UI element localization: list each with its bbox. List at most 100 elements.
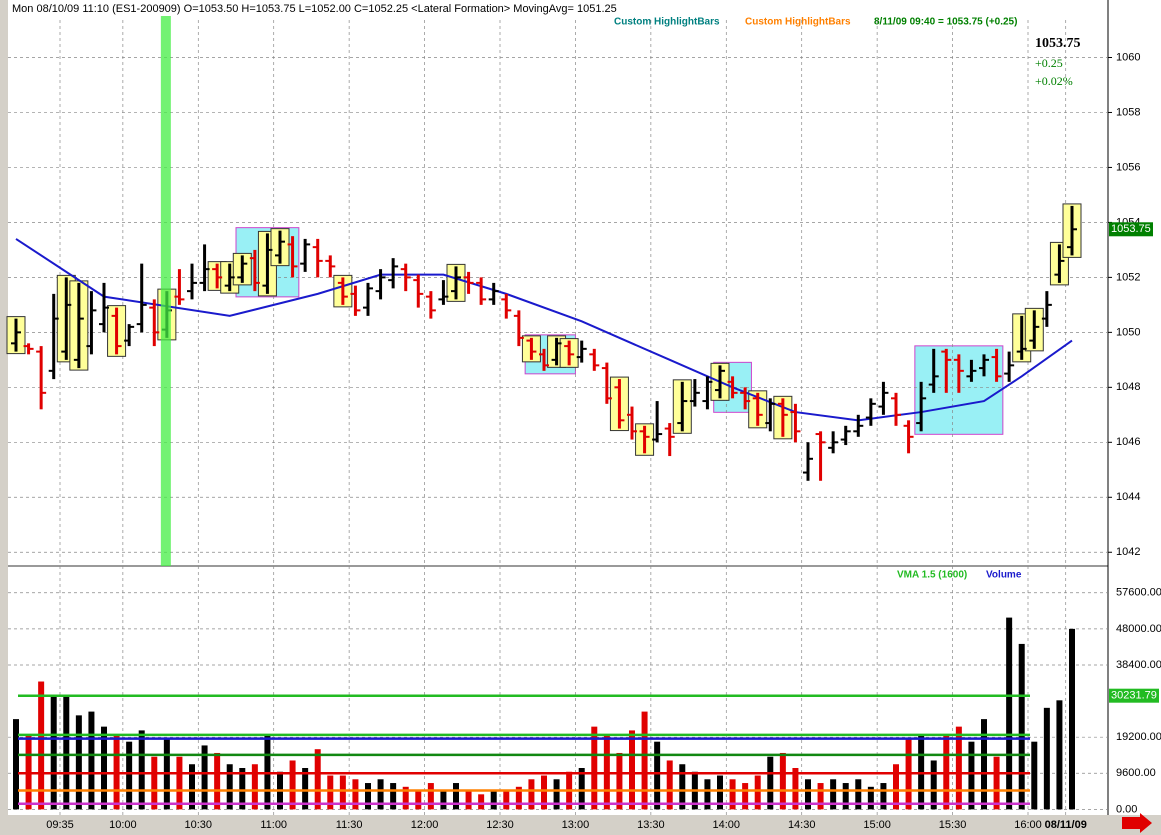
volume-bar xyxy=(101,726,107,810)
x-tick-label: 16:00 xyxy=(1014,819,1042,831)
ohlc-bar xyxy=(614,379,625,429)
last-price-label: 1053.75 xyxy=(1111,223,1151,235)
volume-bar xyxy=(189,764,195,810)
ohlc-bar xyxy=(363,282,373,316)
volume-bar xyxy=(805,779,811,810)
legend-entry: Custom HighlightBars xyxy=(745,17,851,28)
volume-bar xyxy=(88,711,95,810)
volume-bar xyxy=(1018,643,1025,810)
ohlc-bar xyxy=(815,431,826,481)
volume-bar xyxy=(302,768,309,810)
volume-bar xyxy=(490,790,497,810)
volume-bar xyxy=(1006,617,1013,810)
price-change-pct: +0.02% xyxy=(1035,74,1073,88)
ohlc-bar xyxy=(224,263,235,292)
ohlc-bar xyxy=(451,266,461,300)
x-tick-label: 09:35 xyxy=(46,819,74,831)
ohlc-bar xyxy=(953,354,964,393)
volume-bar xyxy=(75,715,82,810)
ohlc-bar xyxy=(1016,315,1027,360)
volume-bar xyxy=(377,779,384,810)
ohlc-bar xyxy=(350,285,361,316)
ohlc-bar xyxy=(551,337,562,366)
volume-bar xyxy=(981,719,987,810)
y-tick-label: 1050 xyxy=(1116,326,1140,338)
ohlc-bar xyxy=(878,381,889,415)
volume-bar xyxy=(138,730,145,810)
volume-bar xyxy=(176,756,183,810)
volume-bar xyxy=(553,779,560,810)
level-label: 30231.79 xyxy=(1111,690,1157,702)
volume-bar xyxy=(1056,700,1063,810)
volume-bar xyxy=(993,756,1000,810)
volume-bar xyxy=(779,752,786,810)
volume-bar xyxy=(402,786,409,810)
ohlc-bar xyxy=(174,269,185,305)
ohlc-bar xyxy=(526,337,537,360)
ohlc-bar xyxy=(11,318,21,352)
volume-bar xyxy=(251,764,258,810)
x-tick-label: 10:00 xyxy=(109,819,137,831)
ohlc-bar xyxy=(61,277,72,360)
volume-bar xyxy=(830,779,837,810)
ohlc-bar xyxy=(765,398,776,432)
ohlc-bar xyxy=(752,392,763,426)
volume-bar xyxy=(792,768,799,810)
volume-bar xyxy=(390,783,397,810)
volume-bar xyxy=(327,775,334,810)
ohlc-bar xyxy=(966,359,977,382)
y-tick-label: 19200.00 xyxy=(1116,731,1161,743)
ohlc-bar xyxy=(36,346,47,410)
ohlc-bar xyxy=(1029,310,1040,349)
volume-bar xyxy=(767,756,774,810)
volume-bar xyxy=(629,730,635,810)
y-tick-label: 1056 xyxy=(1116,161,1140,173)
volume-bar xyxy=(717,775,723,810)
scroll-arrow[interactable] xyxy=(1122,813,1152,833)
volume-bar xyxy=(729,779,736,810)
volume-bar xyxy=(1069,628,1075,810)
x-tick-label: 13:00 xyxy=(562,819,590,831)
ohlc-bar xyxy=(400,263,411,292)
moving-average xyxy=(15,238,1073,422)
volume-bar xyxy=(679,764,686,810)
volume-bar xyxy=(13,719,19,810)
ohlc-bar xyxy=(48,293,59,380)
ohlc-bar xyxy=(702,376,713,410)
x-tick-label: 14:30 xyxy=(788,819,816,831)
volume-bar xyxy=(503,790,510,810)
volume-bar xyxy=(515,786,522,810)
x-tick-label: 11:30 xyxy=(336,819,363,831)
legend-entry: Custom HighlightBars xyxy=(614,17,720,28)
volume-bar xyxy=(742,783,749,810)
axis-area xyxy=(1108,0,1161,835)
ohlc-bar xyxy=(463,271,474,294)
volume-bar xyxy=(842,783,849,810)
ohlc-bar xyxy=(438,280,449,305)
ohlc-bar xyxy=(639,425,650,454)
volume-bar xyxy=(943,734,950,810)
ohlc-bar xyxy=(828,431,839,454)
ohlc-bar xyxy=(1054,244,1065,283)
volume-bar xyxy=(25,734,32,810)
ohlc-bar xyxy=(312,238,323,278)
volume-bar xyxy=(918,734,925,810)
y-tick-label: 1052 xyxy=(1116,271,1140,283)
ohlc-bar xyxy=(425,291,436,319)
volume-bar xyxy=(415,790,422,810)
legend-entry: 8/11/09 09:40 = 1053.75 (+0.25) xyxy=(874,17,1017,28)
y-tick-label: 1046 xyxy=(1116,436,1140,448)
volume-bar xyxy=(603,734,610,810)
ohlc-bar xyxy=(539,348,549,371)
volume-bar xyxy=(880,783,887,810)
ohlc-bar xyxy=(501,293,512,319)
ohlc-bar xyxy=(840,425,851,446)
x-tick-label: 14:00 xyxy=(713,819,741,831)
volume-bar xyxy=(930,760,937,810)
volume-bar xyxy=(893,764,899,810)
ohlc-bar xyxy=(1004,351,1015,382)
ohlc-bar xyxy=(740,387,751,410)
ohlc-bar xyxy=(928,348,939,393)
volume-bar xyxy=(453,783,459,810)
ohlc-bar xyxy=(86,291,97,355)
